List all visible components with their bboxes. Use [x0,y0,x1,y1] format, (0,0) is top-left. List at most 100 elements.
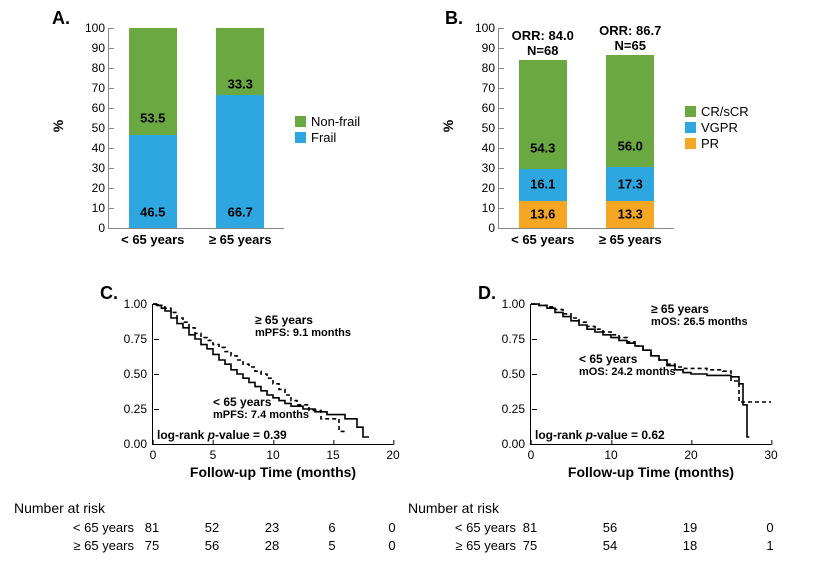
ytick: 60 [482,101,499,115]
ytick: 100 [475,21,499,35]
legend-label: VGPR [701,120,738,135]
km-ytick: 0.75 [124,332,153,346]
ytick: 90 [92,41,109,55]
swatch-vgpr [685,122,696,133]
value-label: 16.1 [519,177,567,192]
risk-row-label: < 65 years [14,520,142,535]
km-ytick: 0.00 [124,437,153,451]
risk-value: 1 [755,538,785,553]
risk-row-label: ≥ 65 years [14,538,142,553]
km-ytick: 0.50 [124,367,153,381]
km-ytick: 0.50 [502,367,531,381]
ytick: 70 [482,81,499,95]
ytick: 80 [92,61,109,75]
km-xtick: 15 [326,444,339,462]
ytick: 80 [482,61,499,75]
risk-row-label: ≥ 65 years [408,538,524,553]
bar-header: ORR: 86.7N=65 [586,23,674,55]
panel-b-plot: 010203040506070809010013.616.154.3ORR: 8… [498,28,674,229]
figure: A. B. C. D. % 010203040506070809010046.5… [0,0,837,567]
value-label: 56.0 [606,139,654,154]
legend-label: PR [701,136,719,151]
km-xtick: 0 [150,444,157,462]
bar: 66.7 33.3 [216,28,264,228]
risk-value: 0 [377,520,407,535]
ytick: 100 [85,21,109,35]
ytick: 30 [482,161,499,175]
risk-title: Number at risk [14,500,105,516]
panel-b-ylabel: % [440,120,456,132]
category-label: < 65 years [121,228,184,247]
legend-item-pr: PR [685,136,749,151]
ytick: 20 [92,181,109,195]
legend-item-vgpr: VGPR [685,120,749,135]
risk-row-label: < 65 years [408,520,524,535]
annot-ge65: ≥ 65 yearsmOS: 26.5 months [651,302,748,328]
risk-value: 81 [515,520,545,535]
logrank-pvalue: log-rank p-value = 0.62 [535,428,665,442]
panel-a-legend: Non-frail Frail [295,113,360,146]
swatch-crscr [685,106,696,117]
annot-lt65: < 65 yearsmPFS: 7.4 months [213,395,309,421]
category-label: ≥ 65 years [209,228,272,247]
risk-value: 56 [197,538,227,553]
panel-c-chart: Follow-up Time (months) 0.000.250.500.75… [108,300,408,480]
km-ytick: 1.00 [124,297,153,311]
ytick: 0 [488,221,499,235]
swatch-pr [685,138,696,149]
risk-value: 5 [317,538,347,553]
annot-lt65: < 65 yearsmOS: 24.2 months [579,352,676,378]
panel-d-risk-title: Number at risk [408,500,499,516]
panel-b-chart: % 010203040506070809010013.616.154.3ORR:… [450,18,810,258]
bar: 13.616.154.3ORR: 84.0N=68 [519,60,567,228]
km-ytick: 0.75 [502,332,531,346]
ytick: 40 [482,141,499,155]
ytick: 0 [98,221,109,235]
panel-a-chart: % 010203040506070809010046.553.5< 65 yea… [60,18,380,258]
risk-value: 28 [257,538,287,553]
value-label: 66.7 [216,205,264,220]
km-xtick: 20 [684,444,697,462]
logrank-pvalue: log-rank p-value = 0.39 [157,428,287,442]
value-label: 54.3 [519,141,567,156]
km-ytick: 1.00 [502,297,531,311]
risk-value: 18 [675,538,705,553]
ytick: 20 [482,181,499,195]
km-xtick: 30 [764,444,777,462]
panel-b-legend: CR/sCR VGPR PR [685,103,749,152]
panel-a-plot: 010203040506070809010046.553.5< 65 years… [108,28,284,229]
km-xtick: 10 [604,444,617,462]
km-xtick: 0 [528,444,535,462]
risk-value: 6 [317,520,347,535]
swatch-nonfrail [295,116,306,127]
risk-value: 23 [257,520,287,535]
category-label: ≥ 65 years [599,228,662,247]
ytick: 50 [482,121,499,135]
legend-item-frail: Frail [295,130,360,145]
ytick: 90 [482,41,499,55]
ytick: 10 [482,201,499,215]
km-ytick: 0.25 [124,402,153,416]
legend-label: Non-frail [311,114,360,129]
legend-item-crscr: CR/sCR [685,104,749,119]
km-xtick: 20 [386,444,399,462]
risk-value: 0 [755,520,785,535]
risk-value: 56 [595,520,625,535]
risk-value: 54 [595,538,625,553]
ytick: 10 [92,201,109,215]
value-label: 13.6 [519,207,567,222]
panel-d-chart: Follow-up Time (months) 0.000.250.500.75… [486,300,786,480]
risk-value: 75 [137,538,167,553]
value-label: 46.5 [129,205,177,220]
swatch-frail [295,132,306,143]
panel-d-plot: Follow-up Time (months) 0.000.250.500.75… [530,304,771,445]
km-ytick: 0.00 [502,437,531,451]
panel-d-xlabel: Follow-up Time (months) [531,444,771,480]
risk-value: 19 [675,520,705,535]
ytick: 40 [92,141,109,155]
km-xtick: 5 [210,444,217,462]
value-label: 53.5 [129,111,177,126]
ytick: 50 [92,121,109,135]
value-label: 33.3 [216,77,264,92]
panel-c-plot: Follow-up Time (months) 0.000.250.500.75… [152,304,393,445]
